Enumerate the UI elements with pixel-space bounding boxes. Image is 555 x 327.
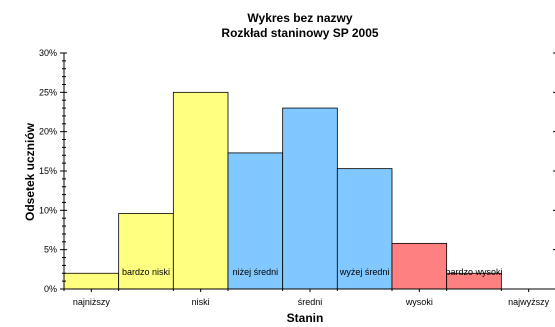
y-axis-title: Odsetek uczniów [23,122,37,221]
bar-1 [63,272,120,290]
y-tick-label: 15% [39,166,57,176]
annotation-label: wyżej średni [339,267,390,277]
x-tick-label: niski [192,297,210,307]
annotation-label: bardzo wysoki [445,267,502,277]
x-tick-label: najwyższy [508,297,550,307]
y-tick-label: 20% [39,127,57,137]
x-axis-title: Stanin [287,311,324,325]
y-tick-label: 25% [39,87,57,97]
annotation-label: bardzo niski [122,267,170,277]
chart-subtitle: Rozkład staninowy SP 2005 [221,26,378,40]
plot-area: 0% 5% 10% 15% 20% 25% 30% najniższy niski średni w… [39,48,555,307]
y-tick-label: 10% [39,205,57,215]
y-tick-label: 5% [44,245,57,255]
bar-7 [391,242,448,290]
x-tick-label: średni [298,297,323,307]
bar-4 [227,152,284,290]
y-tick-label: 30% [39,48,57,58]
chart-title: Wykres bez nazwy [247,11,352,25]
bar-2 [118,213,174,290]
bar-6 [336,168,393,290]
bar-5 [282,107,338,290]
annotation-label: niżej średni [233,267,279,277]
x-tick-label: najniższy [73,297,111,307]
y-tick-label: 0% [44,284,57,294]
bar-3 [172,91,229,290]
x-tick-label: wysoki [405,297,433,307]
